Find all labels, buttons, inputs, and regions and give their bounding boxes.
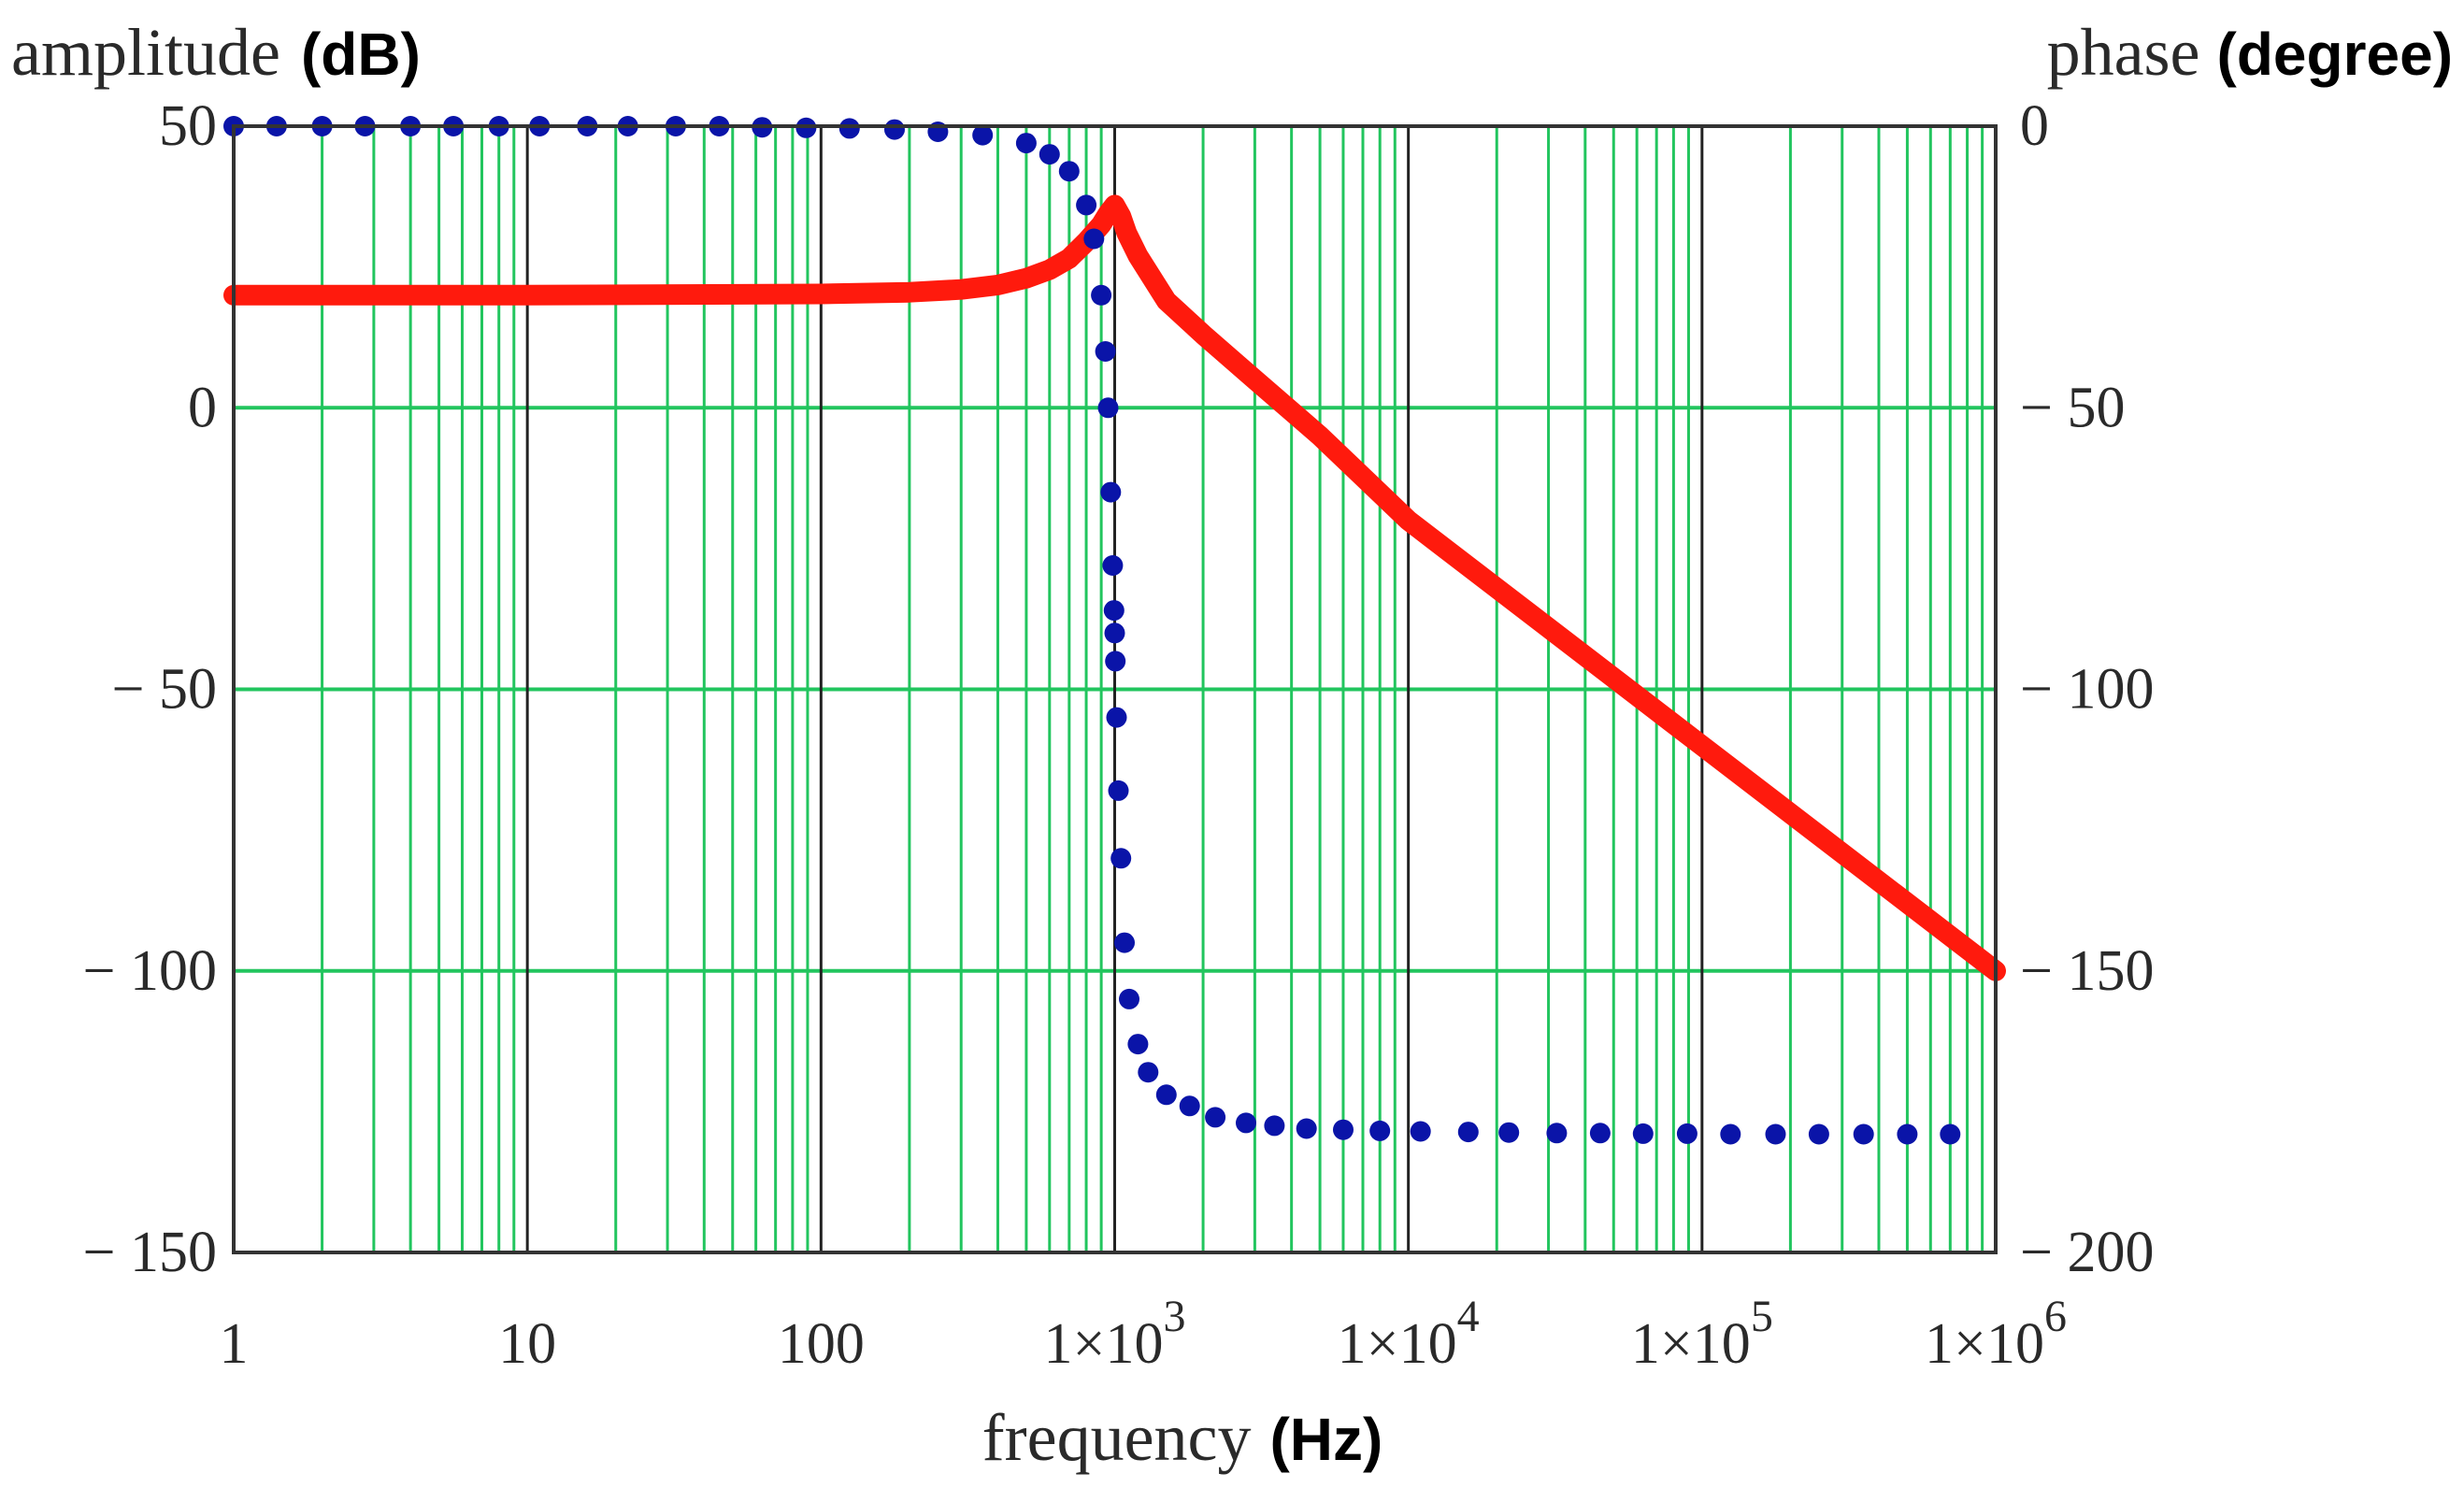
- phase-series-point: [1179, 1095, 1200, 1117]
- phase-series-point: [1410, 1121, 1431, 1142]
- phase-series-point: [884, 119, 905, 140]
- left-tick-label: 50: [159, 94, 217, 158]
- phase-series-point: [1546, 1123, 1568, 1144]
- phase-series-point: [1015, 133, 1037, 154]
- phase-series-point: [1102, 555, 1124, 576]
- phase-series-point: [1106, 707, 1127, 728]
- phase-series-point: [1236, 1112, 1256, 1134]
- phase-series-point: [1100, 481, 1122, 503]
- tick-labels: 50 0 − 50 − 100 − 150 0 − 50 − 100 − 150 − 200 1 10…: [83, 94, 2155, 1376]
- phase-series-point: [1104, 622, 1125, 644]
- series-layer: [223, 116, 2006, 1145]
- phase-series-point: [1808, 1123, 1829, 1145]
- left-tick-label: 0: [188, 376, 217, 439]
- phase-series-point: [1108, 780, 1129, 801]
- major-grid: [525, 126, 1704, 1252]
- phase-series-point: [1138, 1062, 1159, 1083]
- x-tick-label: 1×106: [1925, 1292, 2067, 1376]
- right-tick-label: − 200: [2020, 1221, 2154, 1284]
- phase-series-point: [972, 124, 994, 146]
- x-tick-label: 1×105: [1631, 1292, 1773, 1376]
- phase-series-point: [1498, 1122, 1520, 1143]
- phase-series-point: [1110, 848, 1132, 869]
- phase-series-point: [1589, 1123, 1611, 1144]
- phase-series-point: [1264, 1115, 1285, 1137]
- x-axis-title-text: frequency: [982, 1400, 1252, 1475]
- left-axis-title: amplitude (dB): [11, 15, 421, 90]
- phase-series-point: [1897, 1123, 1918, 1145]
- phase-series-point: [1940, 1123, 1961, 1145]
- phase-series-point: [1155, 1084, 1177, 1106]
- x-tick-label: 10: [498, 1312, 556, 1376]
- phase-series-point: [1676, 1123, 1698, 1144]
- phase-series-point: [1076, 194, 1097, 216]
- phase-series-point: [1119, 988, 1139, 1009]
- x-tick-label: 1×103: [1044, 1292, 1186, 1376]
- right-axis-title: phase (degree): [2047, 15, 2453, 90]
- phase-series-point: [1083, 228, 1105, 250]
- right-axis-title-unit: (degree): [2217, 21, 2454, 88]
- amplitude-series-line: [223, 194, 2006, 981]
- phase-series-point: [1091, 284, 1112, 306]
- x-axis-title-unit: (Hz): [1269, 1406, 1382, 1473]
- phase-series-point: [1097, 397, 1119, 419]
- right-tick-label: 0: [2020, 94, 2049, 158]
- phase-series-point: [1058, 161, 1080, 182]
- phase-series-point: [1039, 144, 1060, 165]
- x-tick-label: 100: [778, 1312, 865, 1376]
- phase-series-point: [1114, 932, 1135, 953]
- phase-series-point: [1105, 651, 1126, 672]
- phase-series-point: [1765, 1123, 1786, 1145]
- phase-series-point: [1369, 1120, 1391, 1141]
- x-axis-title: frequency (Hz): [982, 1400, 1383, 1475]
- phase-series-point: [1296, 1118, 1317, 1139]
- phase-series-point: [1720, 1123, 1741, 1145]
- left-tick-label: − 150: [83, 1221, 217, 1284]
- right-tick-label: − 100: [2020, 658, 2154, 722]
- phase-series-point: [1457, 1122, 1479, 1143]
- x-tick-label: 1×104: [1338, 1292, 1480, 1376]
- phase-series-point: [1103, 600, 1125, 622]
- phase-series-point: [838, 118, 860, 139]
- phase-series-point: [1853, 1123, 1874, 1145]
- phase-series-point: [1127, 1034, 1149, 1055]
- x-tick-label: 1: [220, 1312, 249, 1376]
- phase-series-point: [1333, 1119, 1354, 1140]
- right-tick-label: − 50: [2020, 376, 2125, 439]
- phase-series-point: [1632, 1123, 1654, 1144]
- left-axis-title-text: amplitude: [11, 15, 280, 90]
- left-tick-label: − 100: [83, 939, 217, 1003]
- right-tick-label: − 150: [2020, 939, 2154, 1003]
- plot-frame: [232, 124, 1998, 1254]
- left-tick-label: − 50: [112, 658, 217, 722]
- phase-series-point: [1205, 1107, 1226, 1128]
- phase-series-point: [1095, 341, 1116, 362]
- right-axis-title-text: phase: [2047, 15, 2200, 90]
- left-axis-title-unit: (dB): [301, 21, 421, 88]
